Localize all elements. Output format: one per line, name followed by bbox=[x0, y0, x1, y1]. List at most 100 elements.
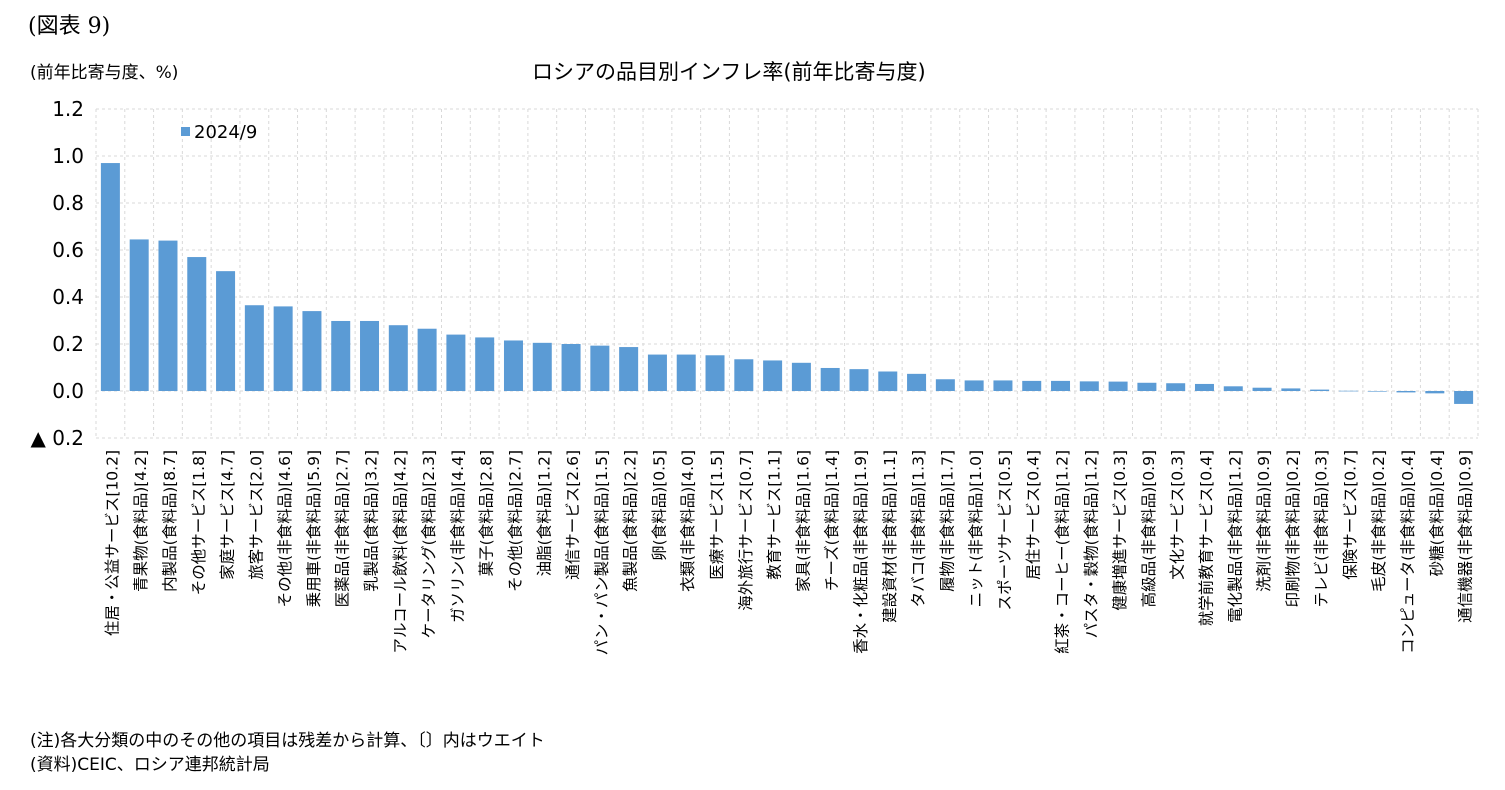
bar bbox=[1108, 381, 1128, 391]
x-tick-label: 家具(非食料品)[1.6] bbox=[794, 450, 812, 592]
x-tick-label: 医薬品(非食料品)[2.7] bbox=[334, 450, 352, 607]
bar bbox=[475, 337, 495, 391]
bar bbox=[1137, 382, 1157, 391]
bar bbox=[1252, 387, 1272, 391]
x-tick-label: 住居・公益サービス[10.2] bbox=[103, 450, 121, 636]
x-tick-label: 菓子(食料品)[2.8] bbox=[478, 450, 496, 576]
y-axis-unit-label: (前年比寄与度、%) bbox=[30, 63, 179, 83]
x-tick-label: 魚製品(食料品)[2.2] bbox=[622, 450, 640, 592]
bar bbox=[1079, 381, 1099, 391]
x-tick-label: 文化サービス[0.3] bbox=[1169, 450, 1187, 580]
y-tick-label: 1.2 bbox=[52, 97, 84, 121]
bar bbox=[532, 342, 552, 391]
x-tick-label: 建設資材(非食料品)[1.1] bbox=[881, 450, 899, 623]
bar bbox=[878, 371, 898, 391]
bar bbox=[417, 328, 437, 391]
y-tick-label: 0.2 bbox=[52, 332, 84, 356]
bar bbox=[187, 257, 207, 391]
bar bbox=[676, 354, 696, 391]
x-tick-label: 保険サービス[0.7] bbox=[1341, 450, 1359, 580]
x-tick-label: 乳製品(食料品)[3.2] bbox=[363, 450, 381, 592]
legend-label: 2024/9 bbox=[194, 122, 257, 143]
x-tick-label: 家庭サービス[4.7] bbox=[219, 450, 237, 580]
x-tick-label: チーズ(食料品)[1.4] bbox=[823, 450, 841, 591]
x-tick-label: 乗用車(非食料品)[5.9] bbox=[305, 450, 323, 607]
x-tick-label: 洗剤(非食料品)[0.9] bbox=[1255, 450, 1273, 592]
bar bbox=[1367, 391, 1387, 392]
bar bbox=[1281, 388, 1301, 391]
bar bbox=[907, 373, 927, 391]
y-tick-label: ▲ 0.2 bbox=[30, 426, 84, 450]
x-tick-label: 教育サービス[1.1] bbox=[766, 450, 784, 580]
bar bbox=[964, 380, 984, 391]
y-tick-label: 0.8 bbox=[52, 191, 84, 215]
y-tick-label: 0.6 bbox=[52, 238, 84, 262]
x-tick-label: 香水・化粧品(非食料品)[1.9] bbox=[852, 450, 870, 654]
bar bbox=[360, 320, 380, 391]
x-tick-label: コンピュータ(非食料品)[0.4] bbox=[1399, 450, 1417, 654]
bar bbox=[1454, 391, 1474, 404]
x-tick-label: 内製品(食料品)[8.7] bbox=[161, 450, 179, 592]
x-tick-label: 医療サービス[1.5] bbox=[708, 450, 726, 580]
bar bbox=[1022, 380, 1042, 391]
bar bbox=[1425, 391, 1445, 394]
bar bbox=[935, 379, 955, 391]
bar bbox=[331, 320, 351, 391]
x-tick-label: 就学前教育サービス[0.4] bbox=[1197, 450, 1215, 626]
bar bbox=[1396, 391, 1416, 393]
bar bbox=[1310, 389, 1330, 391]
x-tick-label: 電化製品(非食料品)[1.2] bbox=[1226, 450, 1244, 623]
bar bbox=[158, 240, 178, 391]
x-tick-label: 海外旅行サービス[0.7] bbox=[737, 450, 755, 611]
x-tick-label: テレビ(非食料品)[0.3] bbox=[1313, 450, 1331, 607]
x-tick-label: ニット(非食料品)[1.0] bbox=[967, 450, 985, 607]
x-tick-label: ケータリング(食料品)[2.3] bbox=[420, 450, 438, 638]
bar bbox=[503, 340, 523, 391]
bar bbox=[734, 359, 754, 391]
bar bbox=[1194, 383, 1214, 391]
x-tick-label: その他(非食料品)[4.6] bbox=[276, 450, 294, 607]
bar bbox=[820, 367, 840, 391]
x-tick-label: 卵(食料品)[0.5] bbox=[650, 450, 668, 561]
bar bbox=[1166, 383, 1186, 391]
bar bbox=[590, 345, 610, 391]
x-tick-label: その他(食料品)[2.7] bbox=[506, 450, 524, 592]
bar bbox=[273, 306, 293, 391]
x-tick-label: 砂糖(食料品)[0.4] bbox=[1428, 450, 1446, 576]
bar bbox=[388, 325, 408, 391]
bar bbox=[1223, 386, 1243, 391]
x-tick-label: 健康増進サービス[0.3] bbox=[1111, 450, 1129, 611]
bar bbox=[791, 362, 811, 391]
bar bbox=[216, 271, 236, 391]
x-tick-label: 青果物(食料品)[4.2] bbox=[132, 450, 150, 592]
bar bbox=[561, 344, 581, 391]
bar bbox=[849, 369, 869, 391]
x-tick-label: 油脂(食料品)[1.2] bbox=[535, 450, 553, 576]
x-tick-label: アルコール飲料(食料品)[4.2] bbox=[391, 450, 409, 654]
x-tick-label: その他サービス[1.8] bbox=[190, 450, 208, 595]
x-tick-label: 履物(非食料品)[1.7] bbox=[938, 450, 956, 592]
x-tick-label: 高級品(非食料品)[0.9] bbox=[1140, 450, 1158, 607]
x-tick-label: 毛皮(非食料品)[0.2] bbox=[1370, 450, 1388, 592]
figure-label: (図表 9) bbox=[28, 14, 111, 39]
y-tick-label: 0.0 bbox=[52, 379, 84, 403]
bar bbox=[302, 311, 322, 391]
legend-swatch bbox=[181, 127, 190, 136]
x-tick-label: 居住サービス[0.4] bbox=[1025, 450, 1043, 580]
footnote: (注)各大分類の中のその他の項目は残差から計算、〔〕内はウエイト bbox=[30, 731, 545, 751]
x-tick-label: 紅茶・コーヒー(食料品)[1.2] bbox=[1054, 450, 1072, 654]
bar bbox=[647, 354, 667, 391]
bar bbox=[705, 355, 725, 391]
x-tick-label: 印刷物(非食料品)[0.2] bbox=[1284, 450, 1302, 607]
x-tick-label: 衣類(非食料品)[4.0] bbox=[679, 450, 697, 592]
bar bbox=[619, 347, 639, 391]
x-tick-label: ガソリン(非食料品)[4.4] bbox=[449, 450, 467, 623]
x-tick-label: 旅客サービス[2.0] bbox=[247, 450, 265, 580]
bar bbox=[129, 239, 149, 391]
x-tick-label: パスタ・穀物(食料品)[1.2] bbox=[1082, 450, 1100, 638]
y-tick-label: 1.0 bbox=[52, 144, 84, 168]
bar bbox=[100, 163, 120, 391]
y-tick-label: 0.4 bbox=[52, 285, 84, 309]
bar bbox=[1051, 380, 1071, 391]
